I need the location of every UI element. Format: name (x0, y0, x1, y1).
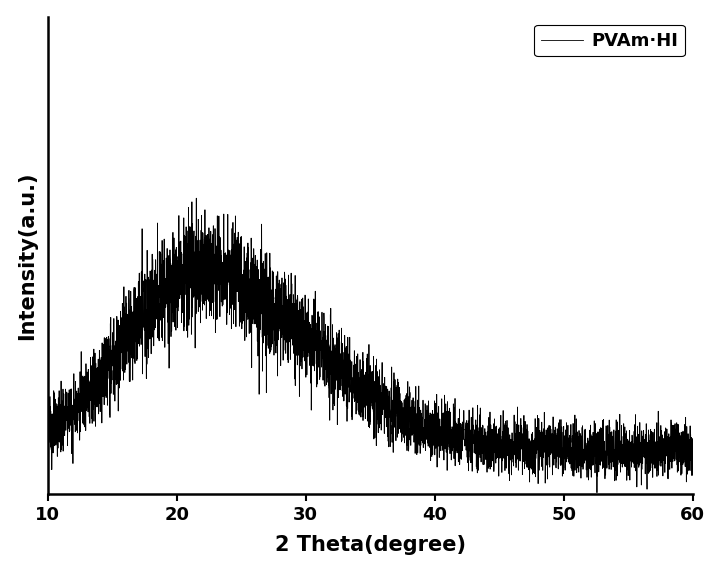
PVAm·HI (43, 443, 52, 450)
PVAm·HI (593, 489, 601, 496)
Legend: PVAm·HI: PVAm·HI (534, 25, 684, 56)
PVAm·HI (525, 454, 534, 461)
Line: PVAm·HI: PVAm·HI (48, 198, 693, 492)
PVAm·HI (160, 300, 169, 307)
PVAm·HI (689, 465, 697, 472)
PVAm·HI (430, 451, 439, 458)
Y-axis label: Intensity(a.u.): Intensity(a.u.) (17, 171, 37, 340)
X-axis label: 2 Theta(degree): 2 Theta(degree) (275, 535, 466, 555)
PVAm·HI (290, 332, 299, 339)
PVAm·HI (192, 195, 201, 202)
PVAm·HI (463, 459, 471, 466)
PVAm·HI (574, 451, 583, 458)
